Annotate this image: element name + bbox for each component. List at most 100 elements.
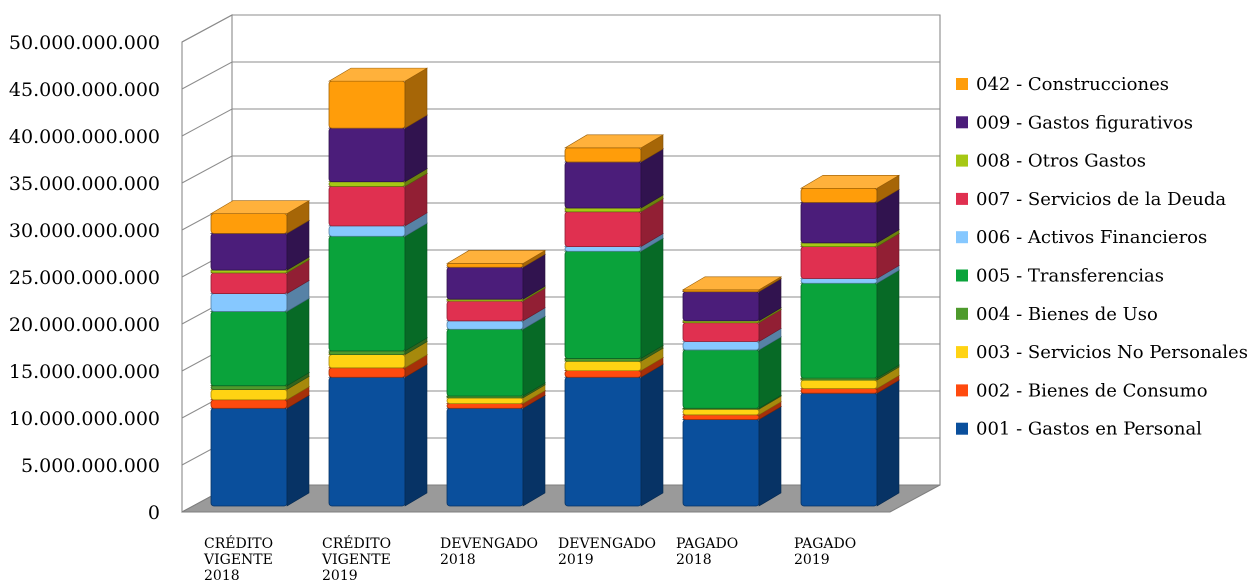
y-tick-label: 20.000.000.000 — [9, 314, 160, 336]
bar-front — [328, 354, 406, 369]
bar-front — [328, 376, 406, 507]
bar-front — [800, 392, 878, 507]
bar-front — [446, 407, 524, 507]
x-tick-label: CRÉDITO VIGENTE 2019 — [321, 534, 391, 584]
bar-front — [564, 370, 642, 378]
y-tick-label: 15.000.000.000 — [9, 361, 160, 383]
x-axis: CRÉDITO VIGENTE 2018 CRÉDITO VIGENTE 2019 DEVE… — [203, 534, 856, 584]
bar-front — [564, 250, 642, 359]
bar-front — [800, 388, 878, 394]
legend-swatch — [956, 346, 968, 359]
bar-front — [682, 408, 760, 416]
bar-stack — [327, 67, 429, 507]
bar-top — [327, 67, 429, 82]
bar-front — [800, 187, 878, 203]
bar-side — [876, 379, 900, 507]
legend-item: 005 - Transferencias — [956, 266, 1164, 287]
bar-segment — [799, 174, 901, 203]
gridline — [181, 108, 940, 137]
bar-segment — [327, 67, 429, 129]
bar-segment — [209, 200, 311, 234]
legend-swatch — [956, 231, 968, 244]
bar-front — [446, 328, 524, 397]
legend-swatch — [956, 78, 968, 90]
y-tick-label: 5.000.000.000 — [21, 455, 160, 477]
legend-item: 002 - Bienes de Consumo — [956, 380, 1208, 401]
legend-label: 006 - Activos Financieros — [976, 227, 1207, 248]
bar-top — [563, 134, 665, 149]
bar-front — [800, 278, 878, 284]
legend-item: 042 - Construcciones — [956, 74, 1169, 95]
bars — [209, 67, 901, 507]
bar-front — [210, 213, 288, 234]
bar-side — [286, 297, 310, 387]
bar-front — [800, 379, 878, 389]
legend-label: 002 - Bienes de Consumo — [976, 380, 1208, 401]
legend-swatch — [956, 307, 968, 320]
bar-front — [682, 419, 760, 507]
bar-side — [758, 405, 782, 507]
bar-front — [564, 376, 642, 507]
gridline — [181, 61, 940, 90]
x-tick-label: PAGADO 2019 — [794, 536, 856, 568]
bar-front — [210, 269, 288, 274]
bar-side — [522, 394, 546, 507]
y-tick-label: 45.000.000.000 — [9, 79, 160, 101]
gridline — [181, 14, 940, 43]
bar-front — [564, 246, 642, 252]
bar-side — [404, 222, 428, 352]
legend: 042 - Construcciones 009 - Gastos figurat… — [956, 74, 1248, 440]
bar-side — [404, 363, 428, 507]
bar-front — [446, 397, 524, 404]
bar-front — [682, 349, 760, 409]
bar-segment — [327, 363, 429, 507]
bar-front — [328, 80, 406, 129]
bar-front — [800, 242, 878, 247]
bar-front — [682, 414, 760, 420]
gridline — [181, 155, 940, 184]
bar-segment — [209, 394, 311, 507]
legend-swatch — [956, 384, 968, 397]
legend-item: 009 - Gastos figurativos — [956, 112, 1193, 133]
bar-front — [328, 367, 406, 378]
bar-top — [681, 276, 783, 291]
bar-front — [446, 263, 524, 268]
y-tick-label: 40.000.000.000 — [9, 126, 160, 148]
bar-front — [564, 207, 642, 213]
legend-label: 042 - Construcciones — [976, 74, 1169, 95]
bar-front — [446, 320, 524, 330]
bar-front — [328, 185, 406, 227]
bar-segment — [563, 363, 665, 507]
bar-front — [210, 232, 288, 271]
bar-stack — [681, 276, 783, 507]
x-tick-label: DEVENGADO 2018 — [440, 536, 538, 568]
legend-item: 003 - Servicios No Personales — [956, 342, 1248, 363]
bar-front — [210, 311, 288, 387]
bar-front — [328, 127, 406, 183]
legend-label: 009 - Gastos figurativos — [976, 112, 1193, 133]
legend-swatch — [956, 154, 968, 167]
legend-label: 008 - Otros Gastos — [976, 151, 1146, 172]
bar-side — [876, 269, 900, 379]
bar-front — [800, 201, 878, 244]
bar-stack — [445, 249, 547, 507]
bar-front — [446, 266, 524, 300]
legend-item: 006 - Activos Financieros — [956, 227, 1207, 248]
bar-segment — [563, 237, 665, 359]
bar-side — [522, 315, 546, 397]
bar-segment — [799, 269, 901, 379]
bar-front — [328, 181, 406, 187]
bar-front — [564, 360, 642, 372]
bar-segment — [799, 379, 901, 507]
bar-front — [210, 407, 288, 507]
bar-segment — [563, 134, 665, 163]
legend-swatch — [956, 116, 968, 129]
y-tick-label: 50.000.000.000 — [9, 32, 160, 54]
bar-front — [682, 291, 760, 322]
y-tick-label: 0 — [148, 502, 160, 524]
legend-swatch — [956, 269, 968, 282]
y-tick-label: 30.000.000.000 — [9, 220, 160, 242]
bar-front — [210, 385, 288, 390]
bar-front — [564, 358, 642, 362]
legend-swatch — [956, 192, 968, 205]
